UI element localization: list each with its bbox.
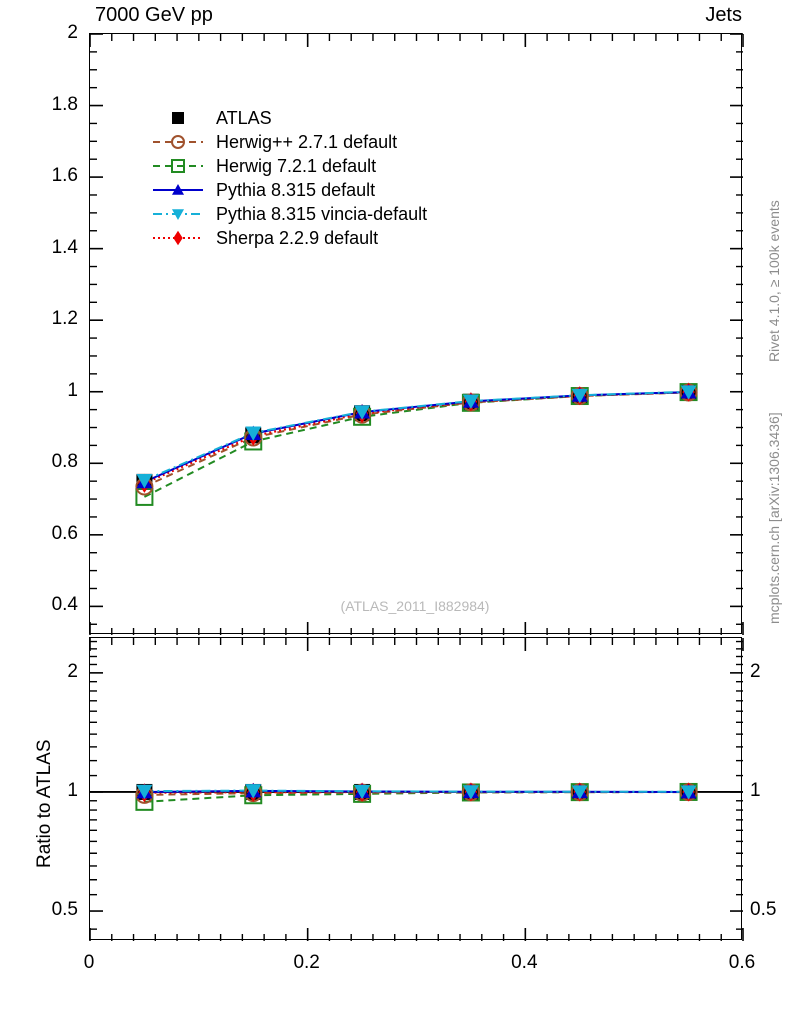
side-caption-rivet: Rivet 4.1.0, ≥ 100k events <box>766 200 786 378</box>
ytick-label-top-1.6: 1.6 <box>51 165 78 187</box>
ytick-label-top-1.2: 1.2 <box>51 308 78 330</box>
ytick-label-ratio-right-0.5: 0.5 <box>750 899 777 921</box>
ytick-label-ratio-right-2: 2 <box>750 660 761 682</box>
ratio-plot-canvas <box>89 638 744 941</box>
legend-item-4: Pythia 8.315 vincia-default <box>152 202 452 226</box>
side-caption-rivet-text: Rivet 4.1.0, ≥ 100k events <box>766 200 782 362</box>
ytick-label-ratio-left-2: 2 <box>67 660 78 682</box>
ratio-plot-panel <box>89 637 744 941</box>
analysis-id-watermark: (ATLAS_2011_I882984) <box>340 598 490 614</box>
legend-label: Herwig 7.2.1 default <box>216 155 377 176</box>
legend-item-2: Herwig 7.2.1 default <box>152 154 452 178</box>
legend-marker-square-filled <box>152 106 204 130</box>
main-plot-canvas <box>89 33 744 635</box>
legend-label: Herwig++ 2.7.1 default <box>216 131 398 152</box>
legend-marker-triangle-down <box>152 202 204 226</box>
ratio-axis-title-text: Ratio to ATLAS <box>34 739 55 869</box>
legend-label: Pythia 8.315 vincia-default <box>216 203 428 224</box>
ytick-label-top-1.4: 1.4 <box>51 236 78 258</box>
header-process-label: Jets <box>705 4 742 26</box>
ytick-label-top-0.6: 0.6 <box>51 522 78 544</box>
legend: ATLAS Herwig++ 2.7.1 default Herwig 7.2.1 … <box>152 106 452 250</box>
ytick-label-top-0.8: 0.8 <box>51 451 78 473</box>
header-beam-label: 7000 GeV pp <box>95 4 213 26</box>
legend-label: ATLAS <box>216 107 272 128</box>
ytick-label-ratio-left-1: 1 <box>67 779 78 801</box>
main-plot-panel <box>89 33 744 635</box>
ytick-label-ratio-left-0.5: 0.5 <box>51 899 78 921</box>
legend-label: Sherpa 2.2.9 default <box>216 227 379 248</box>
ytick-label-top-1: 1 <box>67 379 78 401</box>
legend-item-0: ATLAS <box>152 106 452 130</box>
legend-item-3: Pythia 8.315 default <box>152 178 452 202</box>
xtick-label-0.2: 0.2 <box>293 952 320 973</box>
legend-label: Pythia 8.315 default <box>216 179 376 200</box>
legend-item-5: Sherpa 2.2.9 default <box>152 226 452 250</box>
xtick-label-0.6: 0.6 <box>728 952 756 973</box>
ytick-label-top-1.8: 1.8 <box>51 93 78 115</box>
ytick-label-top-0.4: 0.4 <box>51 594 78 616</box>
legend-marker-square-open <box>152 154 204 178</box>
xtick-label-0.4: 0.4 <box>511 952 538 973</box>
side-caption-mcplots: mcplots.cern.ch [arXiv:1306.3436] <box>766 412 786 640</box>
ratio-axis-title: Ratio to ATLAS <box>34 740 163 890</box>
legend-marker-circle-open <box>152 130 204 154</box>
xtick-label-0: 0 <box>83 952 95 973</box>
legend-item-1: Herwig++ 2.7.1 default <box>152 130 452 154</box>
legend-marker-diamond <box>152 226 204 250</box>
ytick-label-ratio-right-1: 1 <box>750 779 761 801</box>
legend-marker-triangle-up <box>152 178 204 202</box>
ytick-label-top-2: 2 <box>67 22 78 43</box>
side-caption-mcplots-text: mcplots.cern.ch [arXiv:1306.3436] <box>766 412 782 624</box>
